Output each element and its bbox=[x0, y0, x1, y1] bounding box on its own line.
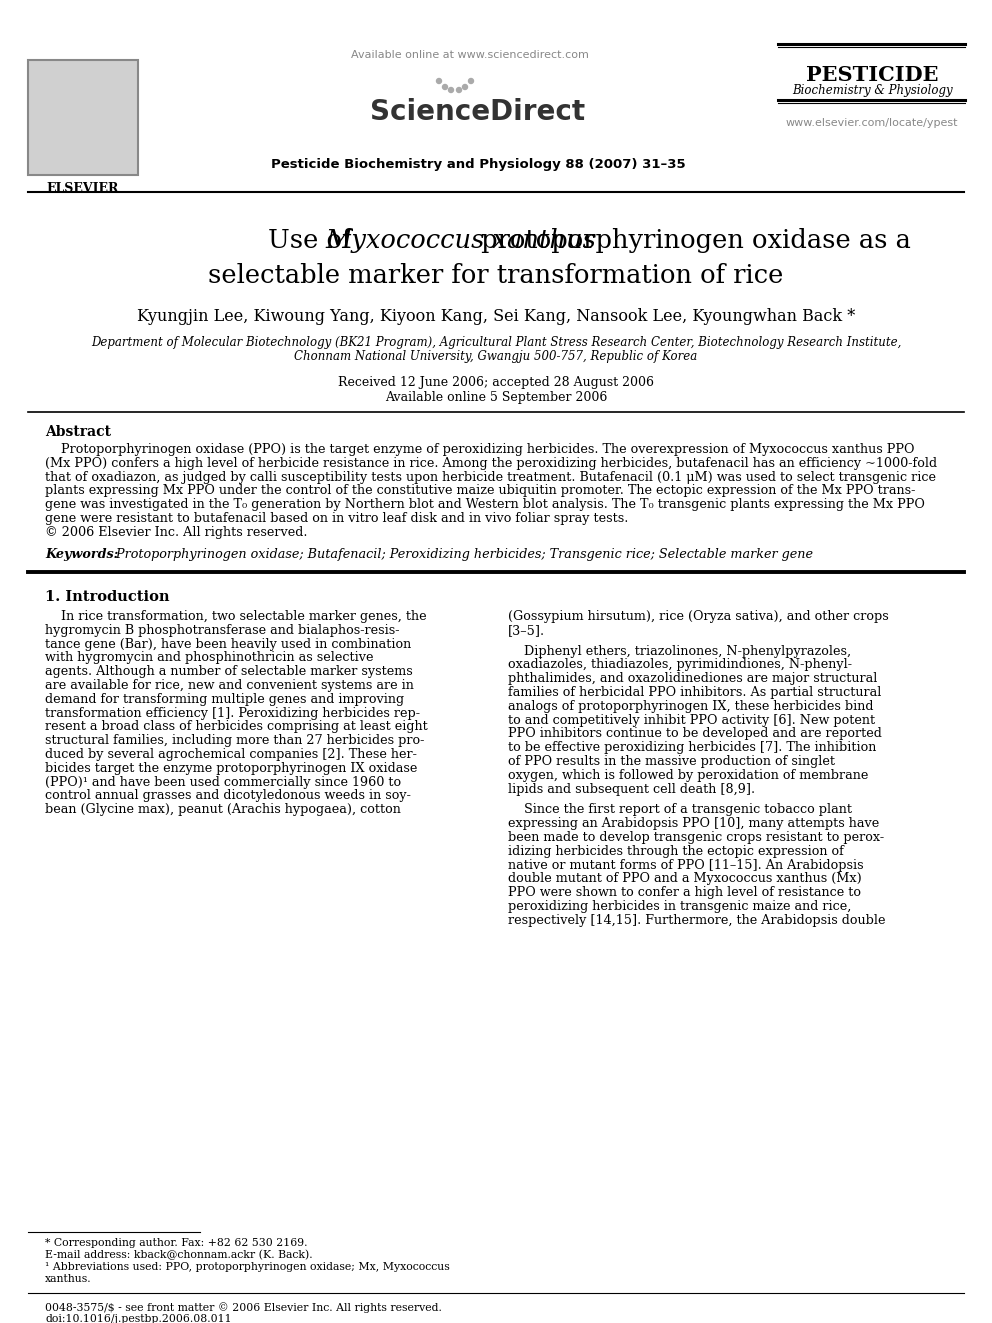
Text: doi:10.1016/j.pestbp.2006.08.011: doi:10.1016/j.pestbp.2006.08.011 bbox=[45, 1314, 231, 1323]
Text: resent a broad class of herbicides comprising at least eight: resent a broad class of herbicides compr… bbox=[45, 721, 428, 733]
Text: oxadiazoles, thiadiazoles, pyrimidindiones, N-phenyl-: oxadiazoles, thiadiazoles, pyrimidindion… bbox=[508, 659, 852, 671]
Text: Available online 5 September 2006: Available online 5 September 2006 bbox=[385, 392, 607, 404]
Text: Keywords:: Keywords: bbox=[45, 548, 118, 561]
Text: gene was investigated in the T₀ generation by Northern blot and Western blot ana: gene was investigated in the T₀ generati… bbox=[45, 499, 925, 511]
Text: expressing an Arabidopsis PPO [10], many attempts have: expressing an Arabidopsis PPO [10], many… bbox=[508, 818, 879, 831]
Circle shape bbox=[462, 85, 467, 90]
Text: * Corresponding author. Fax: +82 62 530 2169.: * Corresponding author. Fax: +82 62 530 … bbox=[45, 1238, 308, 1248]
Text: plants expressing Mx PPO under the control of the constitutive maize ubiquitin p: plants expressing Mx PPO under the contr… bbox=[45, 484, 916, 497]
Text: Received 12 June 2006; accepted 28 August 2006: Received 12 June 2006; accepted 28 Augus… bbox=[338, 376, 654, 389]
Text: transformation efficiency [1]. Peroxidizing herbicides rep-: transformation efficiency [1]. Peroxidiz… bbox=[45, 706, 420, 720]
Text: demand for transforming multiple genes and improving: demand for transforming multiple genes a… bbox=[45, 693, 404, 705]
Text: been made to develop transgenic crops resistant to perox-: been made to develop transgenic crops re… bbox=[508, 831, 884, 844]
Text: Kyungjin Lee, Kiwoung Yang, Kiyoon Kang, Sei Kang, Nansook Lee, Kyoungwhan Back : Kyungjin Lee, Kiwoung Yang, Kiyoon Kang,… bbox=[137, 308, 855, 325]
Text: native or mutant forms of PPO [11–15]. An Arabidopsis: native or mutant forms of PPO [11–15]. A… bbox=[508, 859, 864, 872]
Text: © 2006 Elsevier Inc. All rights reserved.: © 2006 Elsevier Inc. All rights reserved… bbox=[45, 525, 308, 538]
Text: Pesticide Biochemistry and Physiology 88 (2007) 31–35: Pesticide Biochemistry and Physiology 88… bbox=[271, 157, 685, 171]
Circle shape bbox=[448, 87, 453, 93]
Text: Since the first report of a transgenic tobacco plant: Since the first report of a transgenic t… bbox=[508, 803, 852, 816]
Text: that of oxadiazon, as judged by calli susceptibility tests upon herbicide treatm: that of oxadiazon, as judged by calli su… bbox=[45, 471, 936, 484]
Text: Biochemistry & Physiology: Biochemistry & Physiology bbox=[792, 83, 952, 97]
Text: peroxidizing herbicides in transgenic maize and rice,: peroxidizing herbicides in transgenic ma… bbox=[508, 900, 851, 913]
Text: ELSEVIER: ELSEVIER bbox=[47, 183, 119, 194]
Text: Diphenyl ethers, triazolinones, N-phenylpyrazoles,: Diphenyl ethers, triazolinones, N-phenyl… bbox=[508, 644, 851, 658]
Text: respectively [14,15]. Furthermore, the Arabidopsis double: respectively [14,15]. Furthermore, the A… bbox=[508, 914, 886, 927]
Text: oxygen, which is followed by peroxidation of membrane: oxygen, which is followed by peroxidatio… bbox=[508, 769, 868, 782]
Text: Abstract: Abstract bbox=[45, 425, 111, 439]
Text: phthalimides, and oxazolidinediones are major structural: phthalimides, and oxazolidinediones are … bbox=[508, 672, 877, 685]
Text: hygromycin B phosphotransferase and bialaphos-resis-: hygromycin B phosphotransferase and bial… bbox=[45, 624, 400, 636]
Text: 1. Introduction: 1. Introduction bbox=[45, 590, 170, 605]
Text: double mutant of PPO and a Myxococcus xanthus (Mx): double mutant of PPO and a Myxococcus xa… bbox=[508, 872, 862, 885]
Text: PPO were shown to confer a high level of resistance to: PPO were shown to confer a high level of… bbox=[508, 886, 861, 900]
Text: bicides target the enzyme protoporphyrinogen IX oxidase: bicides target the enzyme protoporphyrin… bbox=[45, 762, 418, 775]
Text: PPO inhibitors continue to be developed and are reported: PPO inhibitors continue to be developed … bbox=[508, 728, 882, 741]
Text: [3–5].: [3–5]. bbox=[508, 624, 546, 636]
Text: bean (Glycine max), peanut (Arachis hypogaea), cotton: bean (Glycine max), peanut (Arachis hypo… bbox=[45, 803, 401, 816]
Text: agents. Although a number of selectable marker systems: agents. Although a number of selectable … bbox=[45, 665, 413, 679]
Text: 0048-3575/$ - see front matter © 2006 Elsevier Inc. All rights reserved.: 0048-3575/$ - see front matter © 2006 El… bbox=[45, 1302, 441, 1312]
Text: lipids and subsequent cell death [8,9].: lipids and subsequent cell death [8,9]. bbox=[508, 783, 755, 795]
Bar bbox=[28, 60, 138, 175]
Text: duced by several agrochemical companies [2]. These her-: duced by several agrochemical companies … bbox=[45, 747, 417, 761]
Circle shape bbox=[442, 85, 447, 90]
Text: (Mx PPO) confers a high level of herbicide resistance in rice. Among the peroxid: (Mx PPO) confers a high level of herbici… bbox=[45, 456, 937, 470]
Text: (Gossypium hirsutum), rice (Oryza sativa), and other crops: (Gossypium hirsutum), rice (Oryza sativa… bbox=[508, 610, 889, 623]
Text: Department of Molecular Biotechnology (BK21 Program), Agricultural Plant Stress : Department of Molecular Biotechnology (B… bbox=[91, 336, 901, 349]
Text: with hygromycin and phosphinothricin as selective: with hygromycin and phosphinothricin as … bbox=[45, 651, 374, 664]
Text: control annual grasses and dicotyledonous weeds in soy-: control annual grasses and dicotyledonou… bbox=[45, 790, 411, 803]
Text: analogs of protoporphyrinogen IX, these herbicides bind: analogs of protoporphyrinogen IX, these … bbox=[508, 700, 874, 713]
Circle shape bbox=[468, 78, 473, 83]
Text: E-mail address: kback@chonnam.ackr (K. Back).: E-mail address: kback@chonnam.ackr (K. B… bbox=[45, 1250, 312, 1261]
Text: to be effective peroxidizing herbicides [7]. The inhibition: to be effective peroxidizing herbicides … bbox=[508, 741, 876, 754]
Text: Use of: Use of bbox=[268, 228, 360, 253]
Text: PESTICIDE: PESTICIDE bbox=[806, 65, 938, 85]
Circle shape bbox=[436, 78, 441, 83]
Text: Protoporphyrinogen oxidase; Butafenacil; Peroxidizing herbicides; Transgenic ric: Protoporphyrinogen oxidase; Butafenacil;… bbox=[108, 548, 813, 561]
Text: www.elsevier.com/locate/ypest: www.elsevier.com/locate/ypest bbox=[786, 118, 958, 128]
Text: gene were resistant to butafenacil based on in vitro leaf disk and in vivo folia: gene were resistant to butafenacil based… bbox=[45, 512, 628, 525]
Text: ScienceDirect: ScienceDirect bbox=[370, 98, 585, 126]
Text: (PPO)¹ and have been used commercially since 1960 to: (PPO)¹ and have been used commercially s… bbox=[45, 775, 401, 789]
Text: Chonnam National University, Gwangju 500-757, Republic of Korea: Chonnam National University, Gwangju 500… bbox=[295, 351, 697, 363]
Text: selectable marker for transformation of rice: selectable marker for transformation of … bbox=[208, 263, 784, 288]
Text: xanthus.: xanthus. bbox=[45, 1274, 91, 1285]
Text: of PPO results in the massive production of singlet: of PPO results in the massive production… bbox=[508, 755, 835, 767]
Text: Myxococcus xanthus: Myxococcus xanthus bbox=[325, 228, 596, 253]
Text: Available online at www.sciencedirect.com: Available online at www.sciencedirect.co… bbox=[351, 50, 589, 60]
Text: protoporphyrinogen oxidase as a: protoporphyrinogen oxidase as a bbox=[473, 228, 911, 253]
Text: tance gene (Bar), have been heavily used in combination: tance gene (Bar), have been heavily used… bbox=[45, 638, 412, 651]
Text: are available for rice, new and convenient systems are in: are available for rice, new and convenie… bbox=[45, 679, 414, 692]
Text: structural families, including more than 27 herbicides pro-: structural families, including more than… bbox=[45, 734, 425, 747]
Text: In rice transformation, two selectable marker genes, the: In rice transformation, two selectable m… bbox=[45, 610, 427, 623]
Text: to and competitively inhibit PPO activity [6]. New potent: to and competitively inhibit PPO activit… bbox=[508, 713, 875, 726]
Text: Protoporphyrinogen oxidase (PPO) is the target enzyme of peroxidizing herbicides: Protoporphyrinogen oxidase (PPO) is the … bbox=[45, 443, 915, 456]
Text: families of herbicidal PPO inhibitors. As partial structural: families of herbicidal PPO inhibitors. A… bbox=[508, 687, 881, 699]
Text: ¹ Abbreviations used: PPO, protoporphyrinogen oxidase; Mx, Myxococcus: ¹ Abbreviations used: PPO, protoporphyri… bbox=[45, 1262, 449, 1271]
Text: idizing herbicides through the ectopic expression of: idizing herbicides through the ectopic e… bbox=[508, 845, 844, 857]
Circle shape bbox=[456, 87, 461, 93]
